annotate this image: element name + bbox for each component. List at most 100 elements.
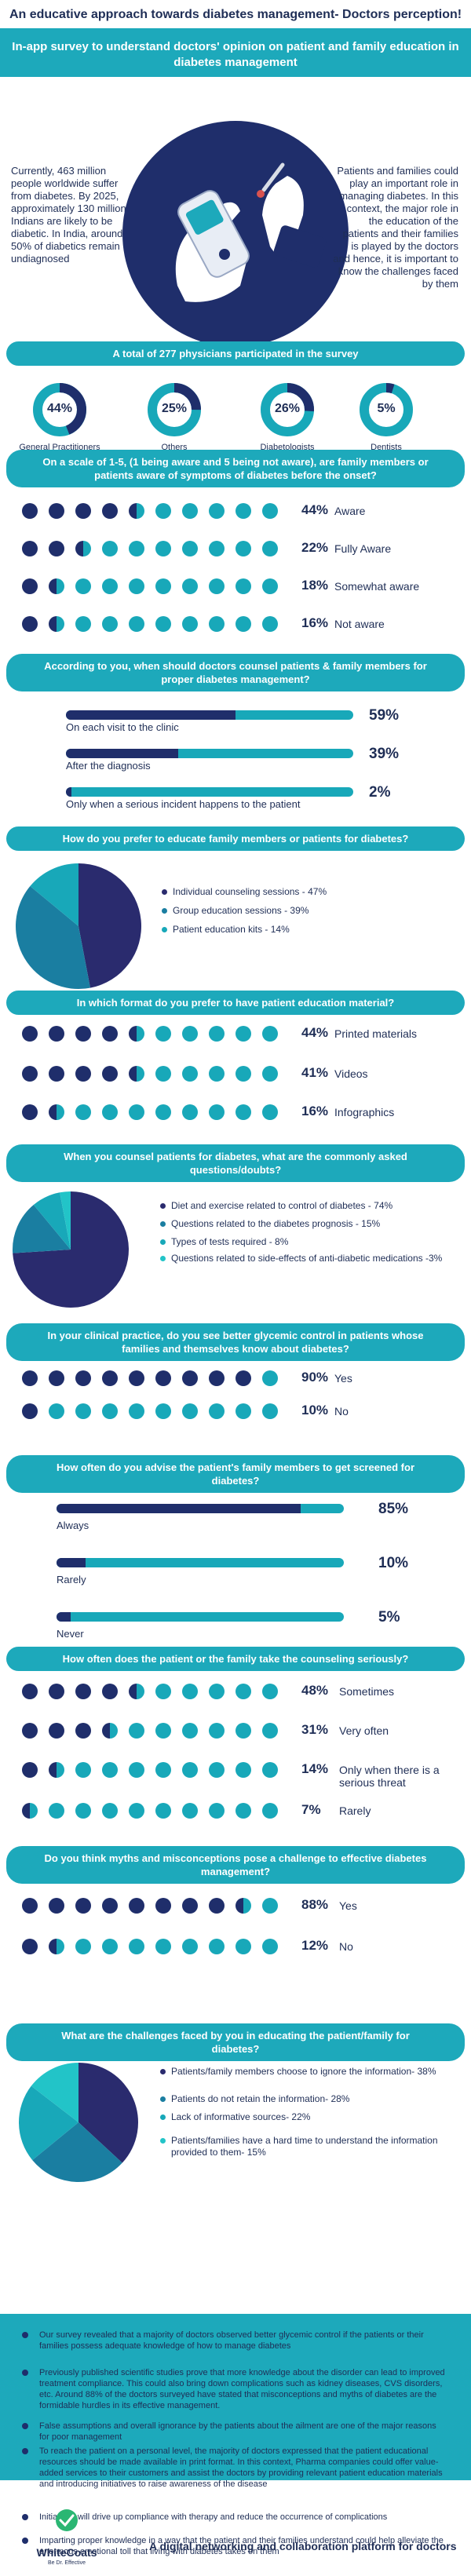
dot: [22, 1939, 38, 1954]
q3-title: How do you prefer to educate family memb…: [6, 826, 465, 851]
pie-slice: [32, 2122, 122, 2182]
bar-label: After the diagnosis: [66, 760, 151, 772]
legend-dot: [160, 2138, 166, 2144]
bullet: [22, 2448, 28, 2454]
progress-bar: [57, 1504, 344, 1513]
dot: [236, 1684, 251, 1699]
dot: [236, 616, 251, 632]
dot: [49, 1370, 64, 1386]
dot: [102, 1403, 118, 1419]
dot: [75, 1723, 91, 1739]
dot: [209, 1104, 225, 1120]
dot: [155, 1898, 171, 1914]
dot: [155, 1370, 171, 1386]
row-percent: 31%: [301, 1722, 329, 1737]
summary-text: Our survey revealed that a majority of d…: [39, 2330, 424, 2351]
dot: [75, 616, 91, 632]
dot: [209, 1026, 225, 1042]
dot: [236, 1762, 251, 1778]
dot-row: [22, 1939, 305, 1956]
whitecoats-logo-icon: [56, 2509, 78, 2531]
dot: [236, 1723, 251, 1739]
logo-tagline: Be Dr. Effective: [47, 2560, 86, 2566]
dot: [102, 1723, 118, 1739]
summary-item: Previously published scientific studies …: [22, 2367, 447, 2411]
bar-percent: 39%: [369, 746, 400, 762]
dot: [236, 541, 251, 556]
summary-text: Initiatives will drive up compliance wit…: [39, 2512, 388, 2522]
dot: [155, 1723, 171, 1739]
glucometer-illustration: [122, 121, 349, 347]
row-label: Aware: [334, 505, 366, 517]
legend-label: Patient education kits - 14%: [173, 924, 290, 935]
dot: [75, 541, 91, 556]
dot: [182, 1723, 198, 1739]
dot-row: [22, 1684, 305, 1701]
dot: [22, 1684, 38, 1699]
dot-row: [22, 578, 305, 596]
dot: [102, 1104, 118, 1120]
q7-title: How often do you advise the patient's fa…: [6, 1455, 465, 1493]
intro-section: In-app survey to understand doctors' opi…: [0, 28, 471, 347]
progress-bar: [57, 1558, 344, 1567]
intro-right-text: Patients and families could play an impo…: [333, 165, 458, 290]
dot: [75, 1403, 91, 1419]
dot: [262, 1684, 278, 1699]
summary-item: Initiatives will drive up compliance wit…: [22, 2512, 447, 2523]
pie-slice: [31, 2063, 78, 2122]
legend-item: Diet and exercise related to control of …: [160, 1200, 463, 1212]
q2-title: According to you, when should doctors co…: [6, 654, 465, 691]
dot: [49, 578, 64, 594]
dot: [155, 1939, 171, 1954]
dot: [236, 1066, 251, 1082]
progress-bar: [66, 787, 353, 797]
dot-row: [22, 1403, 305, 1421]
legend-label: Patients do not retain the information- …: [171, 2093, 350, 2104]
donut-percent: 25%: [161, 402, 188, 415]
row-label: No: [339, 1940, 353, 1953]
dot: [129, 1939, 144, 1954]
dot: [75, 1803, 91, 1819]
dot: [129, 541, 144, 556]
intro-title: In-app survey to understand doctors' opi…: [12, 40, 459, 69]
dot: [75, 1939, 91, 1954]
dot: [129, 616, 144, 632]
row-percent: 16%: [301, 1104, 329, 1118]
dot: [209, 1066, 225, 1082]
dot: [262, 1762, 278, 1778]
dot: [75, 1066, 91, 1082]
dot: [102, 1370, 118, 1386]
bullet: [22, 2332, 28, 2338]
summary-item: Imparting proper knowledge in a way that…: [22, 2535, 447, 2557]
summary-text: Previously published scientific studies …: [39, 2368, 445, 2410]
dot: [49, 1684, 64, 1699]
dot-row: [22, 1762, 305, 1779]
bar-percent: 10%: [378, 1555, 409, 1571]
dot: [22, 1803, 38, 1819]
donut-segment: [33, 383, 86, 436]
bar-label: Never: [57, 1628, 84, 1640]
bar-percent: 2%: [369, 784, 391, 801]
row-label: Not aware: [334, 618, 385, 630]
pie-slice: [33, 1192, 71, 1250]
dot: [129, 503, 144, 519]
row-percent: 90%: [301, 1370, 329, 1385]
dot: [155, 1403, 171, 1419]
legend-dot: [160, 2096, 166, 2102]
dot: [236, 1939, 251, 1954]
participants-title: A total of 277 physicians participated i…: [6, 341, 465, 366]
bar-percent: 85%: [378, 1501, 409, 1517]
legend-item: Questions related to the diabetes progno…: [160, 1218, 463, 1230]
bar-label: On each visit to the clinic: [66, 721, 179, 733]
dot: [22, 1403, 38, 1419]
dot: [209, 1898, 225, 1914]
row-label: Infographics: [334, 1106, 395, 1118]
dot: [182, 1026, 198, 1042]
dot: [262, 1939, 278, 1954]
dot: [262, 503, 278, 519]
dot: [22, 1026, 38, 1042]
dot: [102, 541, 118, 556]
dot: [75, 503, 91, 519]
dot: [22, 1762, 38, 1778]
